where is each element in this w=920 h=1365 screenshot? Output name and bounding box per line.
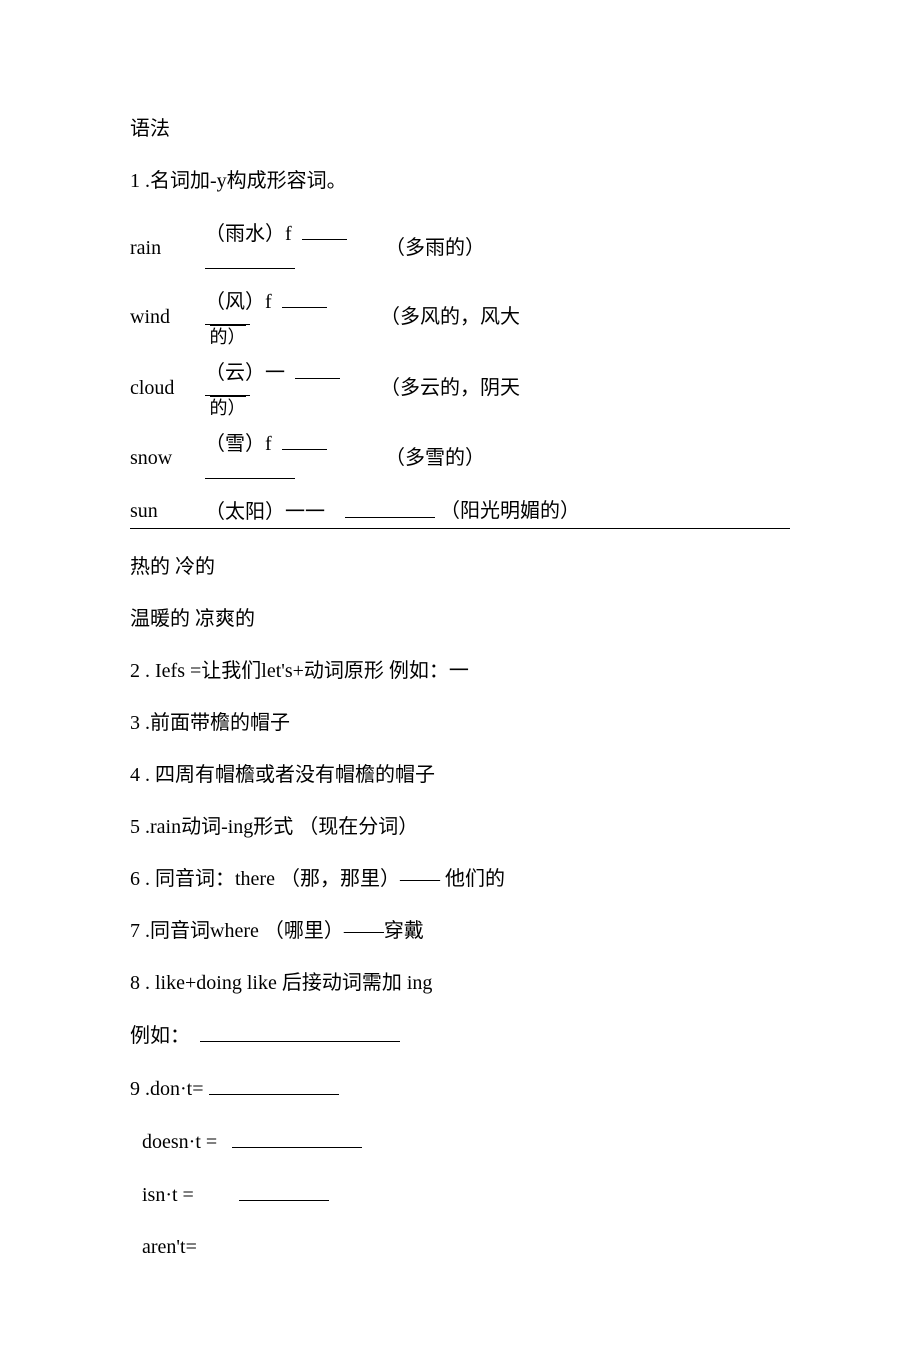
example-line: 例如： (130, 1021, 790, 1050)
item-1: 1 .名词加-y构成形容词。 (130, 167, 790, 195)
adjective-table: rain （雨水）f （多雨的） wind （风）f 的） （多风的，风大 (130, 219, 790, 529)
mean-cell: （多风的，风大 (380, 303, 790, 331)
word-cell: sun (130, 497, 205, 525)
word-cell: snow (130, 444, 205, 472)
item-4: 4 . 四周有帽檐或者没有帽檐的帽子 (130, 761, 790, 789)
mean-cell: （多云的，阴天 (380, 374, 790, 402)
blank (205, 458, 295, 479)
stack-fraction: 的） (205, 316, 250, 348)
item-2: 2 . Iefs =让我们let's+动词原形 例如：一 (130, 657, 790, 685)
mean-cell: （阳光明媚的） (440, 497, 580, 525)
blank (205, 248, 295, 269)
doesnt-line: doesn·t = (130, 1127, 790, 1156)
blank (282, 287, 327, 308)
table-row-sun: sun （太阳）一一 （阳光明媚的） (130, 497, 790, 529)
table-row: wind （风）f 的） （多风的，风大 (130, 287, 790, 348)
zh-cell: （太阳）一一 (205, 497, 435, 526)
item-9: 9 .don·t= (130, 1074, 790, 1103)
line-warm-cool: 温暖的 凉爽的 (130, 605, 790, 633)
blank (295, 358, 340, 379)
item-5: 5 .rain动词-ing形式 （现在分词） (130, 813, 790, 841)
document-page: 语法 1 .名词加-y构成形容词。 rain （雨水）f （多雨的） wind … (0, 0, 920, 1365)
isnt-line: isn·t = (130, 1180, 790, 1209)
blank (200, 1021, 400, 1042)
item-3: 3 .前面带檐的帽子 (130, 709, 790, 737)
zh-cell: （雪）f (205, 429, 375, 487)
blank (302, 219, 347, 240)
blank (345, 497, 435, 518)
item-6: 6 . 同音词：there （那，那里）—— 他们的 (130, 865, 790, 893)
zh-cell: （雨水）f (205, 219, 375, 277)
blank (209, 1074, 339, 1095)
table-row: snow （雪）f （多雪的） (130, 429, 790, 487)
table-row: rain （雨水）f （多雨的） (130, 219, 790, 277)
word-cell: wind (130, 303, 205, 331)
section-title: 语法 (130, 115, 790, 143)
word-cell: cloud (130, 374, 205, 402)
item-8: 8 . like+doing like 后接动词需加 ing (130, 969, 790, 997)
blank (232, 1127, 362, 1148)
arent-line: aren't= (130, 1233, 790, 1261)
blank (282, 429, 327, 450)
word-cell: rain (130, 234, 205, 262)
mean-cell: （多雨的） (385, 234, 790, 262)
zh-cell: （云）一 的） (205, 358, 375, 419)
line-hot-cold: 热的 冷的 (130, 553, 790, 581)
blank (239, 1180, 329, 1201)
mean-cell: （多雪的） (385, 444, 790, 472)
stack-fraction: 的） (205, 387, 250, 419)
table-row: cloud （云）一 的） （多云的，阴天 (130, 358, 790, 419)
item-7: 7 .同音词where （哪里）——穿戴 (130, 917, 790, 945)
zh-cell: （风）f 的） (205, 287, 375, 348)
